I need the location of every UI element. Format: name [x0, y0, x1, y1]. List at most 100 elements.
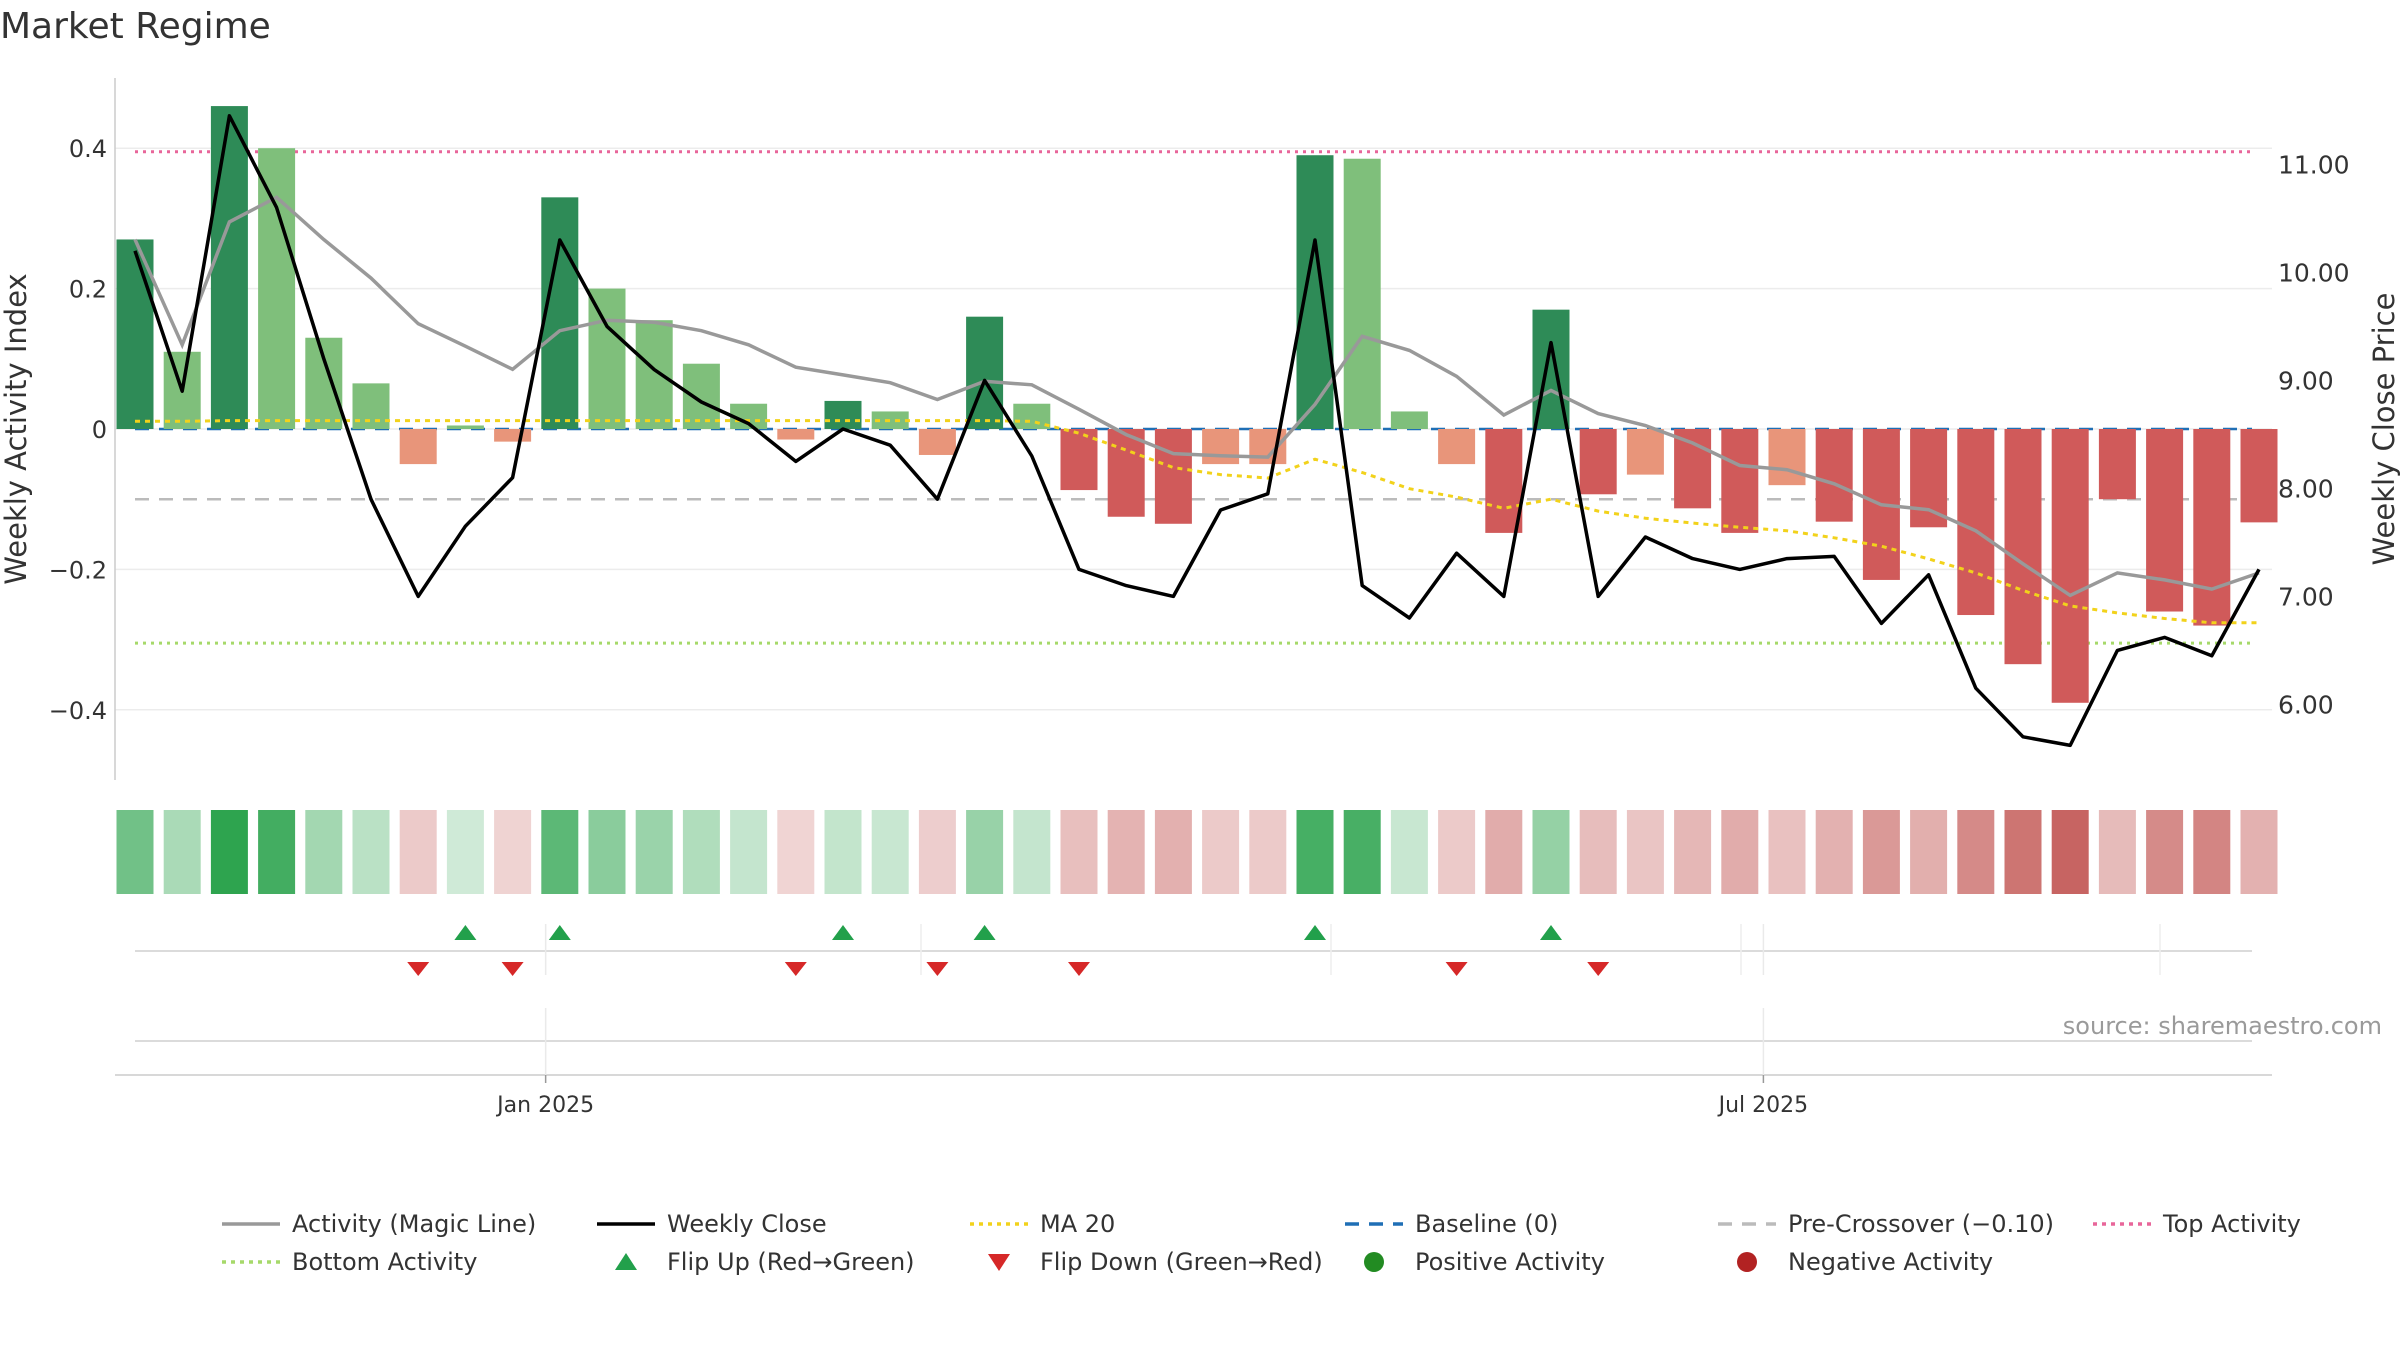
legend-item: Weekly Close: [597, 1210, 827, 1238]
activity-bar: [399, 429, 437, 465]
x-tick-label: Jan 2025: [495, 1093, 594, 1118]
heat-cell: [541, 810, 579, 894]
heat-cell: [1721, 810, 1759, 894]
y-tick-label: −0.4: [49, 697, 107, 725]
activity-bar: [1768, 429, 1806, 486]
heat-cell: [1674, 810, 1712, 894]
heat-cell: [2098, 810, 2136, 894]
flip-down-marker: [926, 962, 949, 976]
heat-cell: [494, 810, 532, 894]
legend-label: Flip Up (Red→Green): [667, 1248, 915, 1276]
activity-bar: [1438, 429, 1476, 465]
y-axis-label: Weekly Activity Index: [0, 273, 33, 584]
activity-bar: [1674, 429, 1712, 509]
y-tick-label: −0.2: [49, 556, 107, 584]
legend-item: Positive Activity: [1364, 1248, 1605, 1276]
flip-up-marker: [832, 925, 854, 940]
activity-bar: [1296, 155, 1334, 429]
legend-label: Activity (Magic Line): [292, 1210, 536, 1238]
activity-bar: [1013, 403, 1051, 429]
legend-swatch: [1737, 1252, 1757, 1272]
flip-markers: [135, 925, 2252, 976]
activity-bar: [588, 288, 626, 429]
flip-down-marker: [1068, 962, 1090, 976]
flip-down-marker: [501, 962, 524, 976]
activity-bar: [824, 400, 862, 429]
heat-cell: [1910, 810, 1948, 894]
heat-cell: [1013, 810, 1051, 894]
legend: Activity (Magic Line) Weekly Close MA 20 Ba…: [222, 1210, 2301, 1276]
heat-cell: [1579, 810, 1617, 894]
activity-bar: [635, 320, 673, 429]
flip-up-marker: [1304, 925, 1326, 940]
y-tick-label: 0.4: [69, 135, 107, 163]
legend-item: Negative Activity: [1737, 1248, 1993, 1276]
heat-cell: [2004, 810, 2042, 894]
legend-label: Bottom Activity: [292, 1248, 477, 1276]
heat-cell: [1485, 810, 1523, 894]
heat-cell: [966, 810, 1004, 894]
y2-tick-label: 10.00: [2278, 258, 2350, 287]
activity-bar: [777, 429, 815, 440]
activity-bar: [1390, 411, 1428, 429]
activity-bar: [1957, 429, 1995, 616]
heat-cell: [2240, 810, 2278, 894]
heat-cell: [871, 810, 909, 894]
activity-bar: [1626, 429, 1664, 475]
y2-tick-label: 6.00: [2278, 690, 2334, 719]
heat-cell: [1202, 810, 1240, 894]
activity-bar: [682, 363, 720, 429]
flip-down-marker: [407, 962, 430, 976]
y-tick-label: 0.2: [69, 276, 107, 304]
heat-cell: [1390, 810, 1428, 894]
activity-bar: [1060, 429, 1098, 491]
activity-bar: [1910, 429, 1948, 528]
activity-bar: [1721, 429, 1759, 533]
heat-cell: [2051, 810, 2089, 894]
activity-bar: [1343, 158, 1381, 430]
timeline-axis: Jan 2025 Jul 2025: [115, 924, 2272, 1118]
heat-cell: [210, 810, 248, 894]
magic-line: [133, 195, 2260, 598]
activity-bars: [116, 106, 2278, 703]
heat-cell: [1343, 810, 1381, 894]
legend-item: Flip Up (Red→Green): [615, 1248, 915, 1276]
heat-cell: [918, 810, 956, 894]
activity-bar: [1579, 429, 1617, 495]
y-tick-label: 0: [92, 416, 107, 444]
heat-cell: [2193, 810, 2231, 894]
activity-bar: [2193, 429, 2231, 626]
activity-bar: [352, 383, 390, 429]
legend-item: Bottom Activity: [222, 1248, 477, 1276]
activity-bar: [258, 148, 296, 429]
legend-item: Flip Down (Green→Red): [988, 1248, 1323, 1276]
flip-down-marker: [1445, 962, 1468, 976]
heat-cell: [1060, 810, 1098, 894]
ma20-line: [135, 419, 2259, 625]
legend-label: Flip Down (Green→Red): [1040, 1248, 1323, 1276]
heat-cell: [1296, 810, 1334, 894]
legend-label: Weekly Close: [667, 1210, 827, 1238]
legend-item: MA 20: [970, 1210, 1115, 1238]
activity-bar: [446, 425, 484, 429]
flip-up-marker: [548, 925, 571, 940]
y2-tick-label: 8.00: [2278, 474, 2334, 503]
heat-cell: [116, 810, 154, 894]
heat-strip: [116, 810, 2278, 894]
y2-axis-label: Weekly Close Price: [2367, 293, 2400, 566]
legend-swatch: [988, 1254, 1010, 1271]
legend-label: Negative Activity: [1788, 1248, 1993, 1276]
activity-bar: [871, 411, 909, 429]
heat-cell: [1768, 810, 1806, 894]
flip-down-marker: [1587, 962, 1610, 976]
activity-bar: [1107, 429, 1145, 517]
heat-cell: [588, 810, 626, 894]
heat-cell: [399, 810, 437, 894]
heat-cell: [1107, 810, 1145, 894]
activity-bar: [541, 197, 579, 429]
legend-swatch: [615, 1253, 637, 1270]
heat-cell: [163, 810, 201, 894]
heat-cell: [777, 810, 815, 894]
heat-cell: [730, 810, 768, 894]
